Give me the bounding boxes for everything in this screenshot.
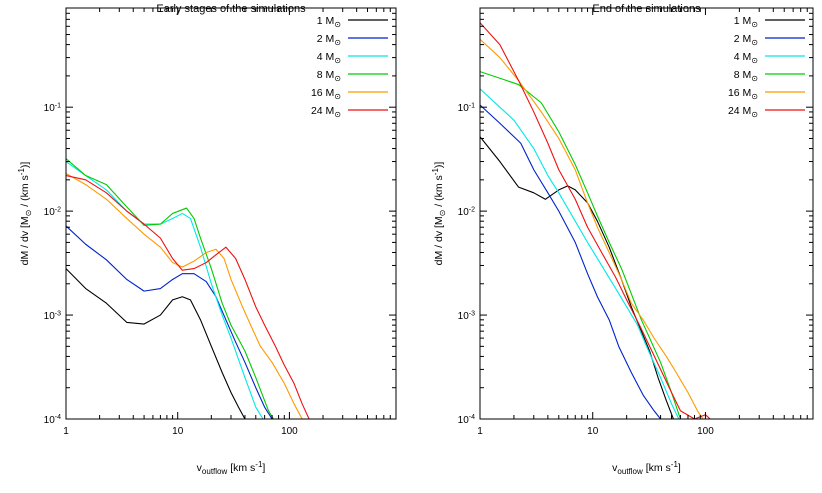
- plot-frame: [65, 7, 397, 420]
- x-tick-label: 100: [281, 426, 298, 437]
- legend-label: 2 M⊙​: [734, 33, 758, 47]
- y-tick-label: 10-4​: [458, 414, 475, 426]
- series-line-2: [480, 104, 662, 419]
- series-line-3: [480, 88, 680, 419]
- x-tick-label: 10: [587, 426, 599, 437]
- series-line-2: [66, 225, 273, 419]
- chart-panel-2: 1 10 100 10-4​ 10-3​ 10-2​ 10-1​ End of the sim…: [431, 3, 814, 476]
- chart-title: End of the simulations: [592, 3, 701, 15]
- legend-label: 8 M⊙​: [317, 69, 341, 83]
- series-line-5: [66, 173, 303, 419]
- legend-label: 16 M⊙​: [311, 87, 341, 101]
- y-tick-label: 10-2​: [44, 206, 61, 218]
- legend-label: 4 M⊙​: [734, 51, 758, 65]
- series-line-4: [480, 71, 681, 419]
- legend-label: 4 M⊙​: [317, 51, 341, 65]
- y-tick-label: 10-1​: [44, 102, 61, 114]
- legend-label: 1 M⊙​: [317, 15, 341, 29]
- y-tick-label: 10-3​: [44, 310, 61, 322]
- x-tick-label: 1: [477, 426, 483, 437]
- legend-label: 24 M⊙​: [728, 105, 758, 119]
- y-tick-label: 10-2​: [458, 206, 475, 218]
- series-line-1: [480, 136, 674, 419]
- y-axis-label: dM / dv [M⊙​ / (km s-1​)]: [17, 162, 33, 266]
- x-tick-label: 1: [63, 426, 69, 437]
- series-line-6: [480, 22, 711, 419]
- legend: 1 M⊙​ 2 M⊙​ 4 M⊙​ 8 M⊙​ 16 M⊙​ 24 M⊙​: [728, 15, 805, 119]
- y-tick-label: 10-1​: [458, 102, 475, 114]
- legend-label: 16 M⊙​: [728, 87, 758, 101]
- legend-label: 2 M⊙​: [317, 33, 341, 47]
- x-axis-label: voutflow​ [km s-1​]: [197, 460, 266, 476]
- legend-label: 1 M⊙​: [734, 15, 758, 29]
- x-tick-label: 10: [172, 426, 184, 437]
- series-line-5: [480, 38, 704, 419]
- y-tick-label: 10-4​: [44, 414, 61, 426]
- series-line-6: [66, 174, 310, 419]
- legend: 1 M⊙​ 2 M⊙​ 4 M⊙​ 8 M⊙​ 16 M⊙​ 24 M⊙​: [311, 15, 388, 119]
- y-axis-label: dM / dv [M⊙​ / (km s-1​)]: [431, 162, 447, 266]
- legend-label: 8 M⊙​: [734, 69, 758, 83]
- chart-panel-1: 1 10 100 10-4​ 10-3​ 10-2​ 10-1​ Early stages o…: [17, 3, 397, 476]
- y-tick-label: 10-3​: [458, 310, 475, 322]
- chart-title: Early stages of the simulations: [156, 3, 306, 15]
- x-axis-label: voutflow​ [km s-1​]: [612, 460, 681, 476]
- legend-label: 24 M⊙​: [311, 105, 341, 119]
- x-tick-label: 100: [697, 426, 714, 437]
- series-line-1: [66, 268, 246, 419]
- plot-frame: [479, 7, 814, 420]
- series-line-4: [66, 158, 274, 419]
- series-line-3: [66, 161, 264, 419]
